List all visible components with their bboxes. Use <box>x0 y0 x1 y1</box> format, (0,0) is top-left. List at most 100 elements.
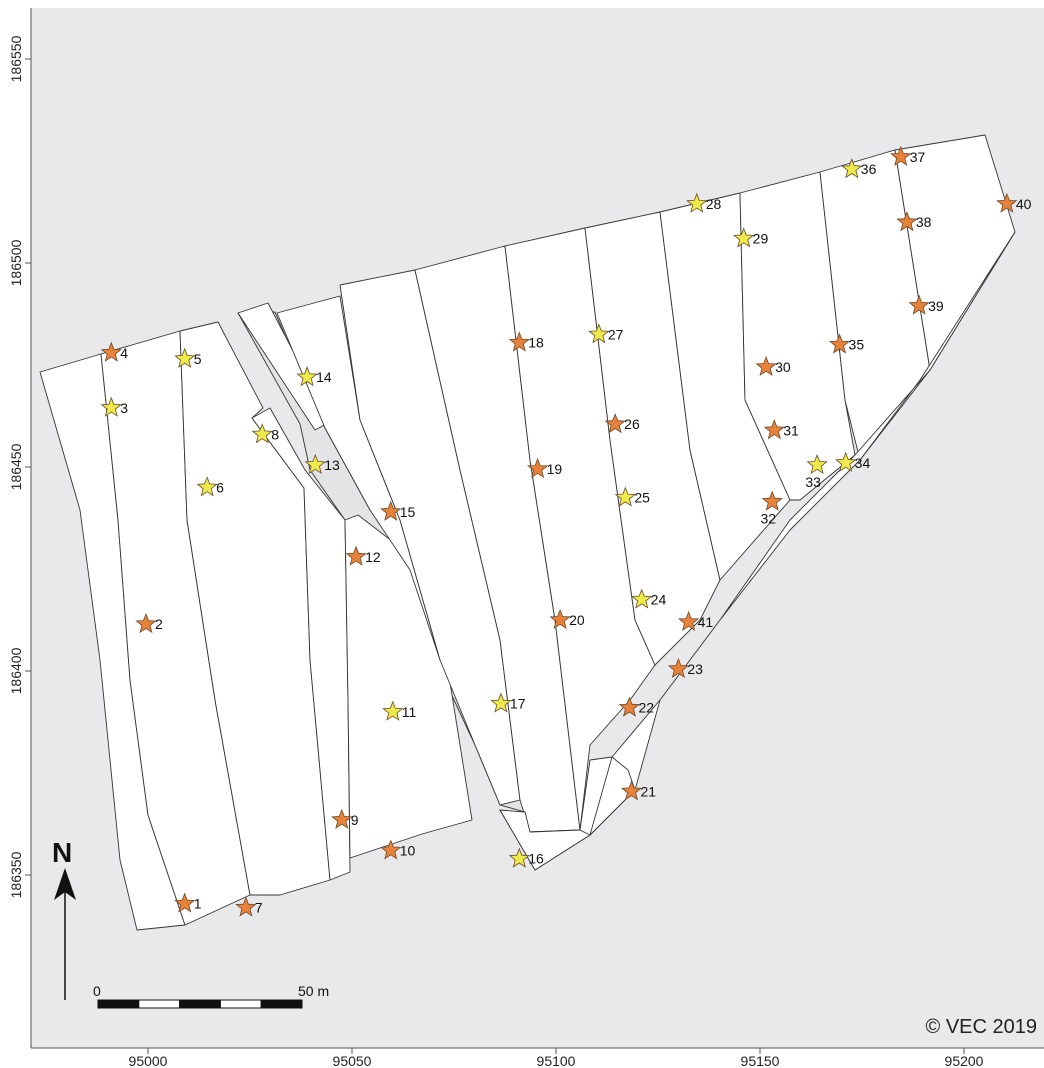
star-marker-icon[interactable] <box>135 613 157 634</box>
sample-point-28[interactable]: 28 <box>686 192 722 213</box>
sample-point-6[interactable]: 6 <box>196 476 225 497</box>
sample-point-12[interactable]: 12 <box>345 545 381 566</box>
star-marker-icon[interactable] <box>996 192 1018 213</box>
y-tick-label: 186400 <box>8 647 24 694</box>
sample-point-20[interactable]: 20 <box>549 608 585 629</box>
sample-point-36[interactable]: 36 <box>841 158 877 179</box>
star-marker-icon[interactable] <box>604 413 626 434</box>
star-marker-icon[interactable] <box>828 333 851 354</box>
star-marker-icon[interactable] <box>235 896 257 917</box>
sample-point-21[interactable]: 21 <box>620 780 656 801</box>
sample-point-40[interactable]: 40 <box>996 192 1032 213</box>
star-marker-icon[interactable] <box>174 347 196 368</box>
star-marker-icon[interactable] <box>618 696 641 717</box>
sample-point-33[interactable]: 33 <box>805 453 828 490</box>
sample-point-15[interactable]: 15 <box>380 500 416 521</box>
star-marker-icon[interactable] <box>527 457 549 479</box>
sample-point-4[interactable]: 4 <box>100 341 128 362</box>
star-marker-icon[interactable] <box>614 486 636 507</box>
sample-point-1[interactable]: 1 <box>174 892 202 913</box>
sample-point-3[interactable]: 3 <box>100 396 128 417</box>
sample-point-32[interactable]: 32 <box>760 490 783 527</box>
star-marker-icon[interactable] <box>761 490 783 511</box>
star-marker-icon[interactable] <box>667 657 689 678</box>
star-marker-icon[interactable] <box>380 839 402 860</box>
sample-point-9[interactable]: 9 <box>331 808 359 829</box>
sample-point-29[interactable]: 29 <box>733 227 768 248</box>
star-marker-icon[interactable] <box>508 331 530 352</box>
star-marker-icon[interactable] <box>296 366 318 387</box>
star-marker-icon[interactable] <box>755 355 777 376</box>
sample-point-17[interactable]: 17 <box>490 692 526 713</box>
star-marker-icon[interactable] <box>251 423 273 444</box>
sample-point-22[interactable]: 22 <box>618 696 654 717</box>
star-marker-icon[interactable] <box>174 892 196 913</box>
sample-point-41[interactable]: 41 <box>678 610 714 631</box>
scale-segment <box>97 999 140 1009</box>
star-marker-icon[interactable] <box>620 780 643 801</box>
north-label: N <box>52 837 72 868</box>
sample-point-13[interactable]: 13 <box>304 453 340 474</box>
star-marker-icon[interactable] <box>490 692 512 713</box>
sample-point-14[interactable]: 14 <box>296 366 332 387</box>
star-marker-icon[interactable] <box>304 453 326 474</box>
star-marker-icon[interactable] <box>196 476 218 497</box>
sample-point-34[interactable]: 34 <box>835 451 870 472</box>
star-marker-icon[interactable] <box>380 500 402 521</box>
scale-segment <box>179 999 221 1009</box>
sample-point-11[interactable]: 11 <box>382 700 417 721</box>
sample-point-37[interactable]: 37 <box>890 145 926 166</box>
sample-point-27[interactable]: 27 <box>588 323 624 344</box>
sample-point-35[interactable]: 35 <box>828 333 864 354</box>
star-marker-icon[interactable] <box>841 158 863 179</box>
sample-point-label: 10 <box>400 843 416 859</box>
sample-point-label: 33 <box>805 474 821 490</box>
sample-point-30[interactable]: 30 <box>755 355 791 376</box>
star-marker-icon[interactable] <box>908 294 930 315</box>
star-marker-icon[interactable] <box>896 211 918 232</box>
star-marker-icon[interactable] <box>678 610 700 631</box>
star-marker-icon[interactable] <box>763 419 785 440</box>
star-marker-icon[interactable] <box>890 145 912 166</box>
star-marker-icon[interactable] <box>100 341 122 362</box>
sample-point-label: 18 <box>528 335 544 351</box>
star-marker-icon[interactable] <box>331 808 353 829</box>
star-marker-icon[interactable] <box>806 453 828 474</box>
star-marker-icon[interactable] <box>549 608 571 629</box>
sample-point-39[interactable]: 39 <box>908 294 944 315</box>
sample-point-label: 27 <box>608 326 624 342</box>
star-marker-icon[interactable] <box>733 227 755 248</box>
star-marker-icon[interactable] <box>835 451 857 472</box>
sample-point-19[interactable]: 19 <box>527 457 562 479</box>
sample-point-2[interactable]: 2 <box>135 613 163 634</box>
sample-point-label: 6 <box>216 479 224 495</box>
sample-point-10[interactable]: 10 <box>380 839 416 860</box>
sample-point-7[interactable]: 7 <box>235 896 263 917</box>
star-marker-icon[interactable] <box>382 700 404 721</box>
x-tick-label: 95100 <box>537 1053 576 1068</box>
sample-point-label: 41 <box>698 614 714 630</box>
star-marker-icon[interactable] <box>345 545 367 566</box>
star-marker-icon[interactable] <box>588 323 610 344</box>
sample-point-24[interactable]: 24 <box>631 588 666 609</box>
star-marker-icon[interactable] <box>100 396 122 417</box>
sample-point-5[interactable]: 5 <box>174 347 202 368</box>
sample-point-38[interactable]: 38 <box>896 211 932 232</box>
star-marker-icon[interactable] <box>631 588 653 609</box>
sample-point-31[interactable]: 31 <box>763 419 799 440</box>
sample-point-25[interactable]: 25 <box>614 486 650 507</box>
sample-point-18[interactable]: 18 <box>508 331 544 352</box>
north-arrow: N <box>52 837 76 1000</box>
sample-point-8[interactable]: 8 <box>251 423 280 444</box>
sample-point-26[interactable]: 26 <box>604 413 640 434</box>
star-marker-icon[interactable] <box>508 847 530 868</box>
parcel-west-5[interactable] <box>344 514 473 859</box>
sample-point-23[interactable]: 23 <box>667 657 703 678</box>
sample-point-label: 5 <box>194 351 202 367</box>
star-marker-icon[interactable] <box>686 192 708 213</box>
sample-point-label: 20 <box>569 612 585 628</box>
sample-point-16[interactable]: 16 <box>508 847 544 868</box>
parcel-south-2[interactable] <box>499 756 636 871</box>
